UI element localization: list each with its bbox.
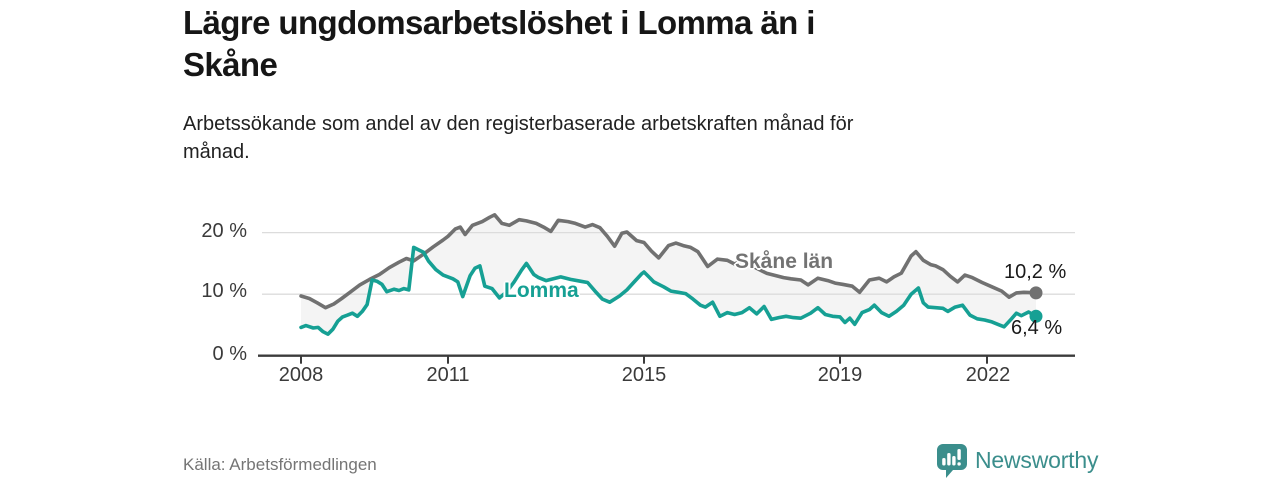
x-axis-label-2022: 2022 xyxy=(965,364,1011,386)
y-axis-label-10: 10 % xyxy=(201,280,247,302)
x-axis-label-2015: 2015 xyxy=(621,364,667,386)
newsworthy-logo[interactable]: Newsworthy xyxy=(936,443,1098,478)
series-label-lomma: Lomma xyxy=(504,279,579,302)
x-axis-label-2008: 2008 xyxy=(278,364,324,386)
y-axis-label-20: 20 % xyxy=(201,220,247,242)
end-value-skane: 10,2 % xyxy=(1004,261,1067,283)
fill-between-series xyxy=(301,214,1036,335)
end-dot-lomma xyxy=(1029,309,1043,323)
newsworthy-wordmark: Newsworthy xyxy=(975,447,1099,473)
chart-subtitle: Arbetssökande som andel av den registerb… xyxy=(183,113,854,164)
newsworthy-bubble-icon xyxy=(937,444,967,478)
end-dot-sk-ne-l-n xyxy=(1029,286,1043,300)
line-sk-ne-l-n xyxy=(299,213,1038,310)
x-axis-label-2011: 2011 xyxy=(426,364,470,386)
page-title: Lägre ungdomsarbetslöshet i Lomma än i S… xyxy=(183,4,815,84)
y-axis-label-0: 0 % xyxy=(212,343,247,365)
line-lomma xyxy=(299,245,1038,336)
end-value-lomma: 6,4 % xyxy=(1011,317,1063,339)
source-attribution: Källa: Arbetsförmedlingen xyxy=(183,455,377,474)
series-label-skane: Skåne län xyxy=(735,250,834,273)
x-axis-label-2019: 2019 xyxy=(817,364,863,386)
